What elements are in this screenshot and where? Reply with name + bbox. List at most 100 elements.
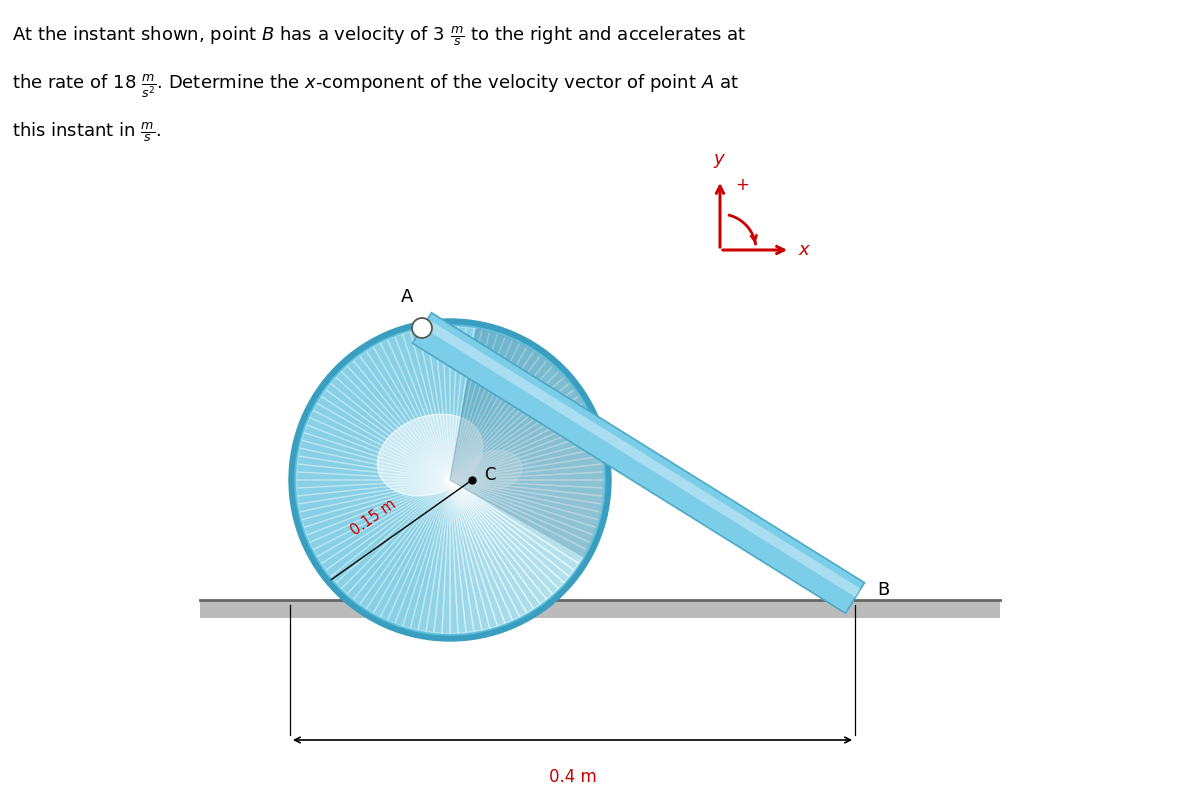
Wedge shape: [313, 480, 450, 557]
Wedge shape: [418, 329, 450, 480]
Wedge shape: [450, 480, 574, 577]
Wedge shape: [450, 480, 569, 582]
Wedge shape: [326, 383, 450, 480]
Wedge shape: [434, 480, 450, 634]
Wedge shape: [426, 327, 450, 480]
Wedge shape: [450, 480, 593, 542]
Wedge shape: [354, 480, 450, 604]
Wedge shape: [450, 343, 527, 480]
Wedge shape: [450, 397, 583, 480]
Wedge shape: [301, 480, 450, 527]
Wedge shape: [388, 480, 450, 623]
Wedge shape: [354, 356, 450, 480]
Wedge shape: [304, 425, 450, 480]
Wedge shape: [347, 361, 450, 480]
Text: C: C: [484, 466, 496, 484]
Wedge shape: [296, 480, 450, 496]
Wedge shape: [296, 480, 450, 488]
Wedge shape: [342, 366, 450, 480]
Wedge shape: [450, 440, 600, 480]
Wedge shape: [450, 326, 458, 480]
Wedge shape: [300, 480, 450, 520]
Wedge shape: [342, 480, 450, 594]
Text: the rate of 18 $\frac{m}{s^2}$. Determine the $x$-component of the velocity vect: the rate of 18 $\frac{m}{s^2}$. Determin…: [12, 72, 739, 100]
Wedge shape: [317, 397, 450, 480]
Wedge shape: [450, 480, 604, 488]
Wedge shape: [450, 334, 505, 480]
Wedge shape: [450, 472, 604, 480]
Wedge shape: [317, 480, 450, 563]
Text: At the instant shown, point $B$ has a velocity of 3 $\frac{m}{s}$ to the right a: At the instant shown, point $B$ has a ve…: [12, 24, 746, 48]
Wedge shape: [322, 480, 450, 570]
Wedge shape: [450, 480, 505, 626]
Wedge shape: [450, 332, 498, 480]
Wedge shape: [298, 456, 450, 480]
Text: 0.4 m: 0.4 m: [548, 768, 596, 786]
Wedge shape: [450, 480, 512, 623]
Wedge shape: [450, 448, 601, 480]
Wedge shape: [450, 403, 587, 480]
Wedge shape: [450, 337, 512, 480]
Wedge shape: [450, 371, 564, 480]
Wedge shape: [301, 433, 450, 480]
Wedge shape: [450, 480, 540, 609]
Wedge shape: [450, 356, 546, 480]
Text: $y$: $y$: [713, 152, 727, 170]
Wedge shape: [402, 480, 450, 628]
Wedge shape: [450, 383, 574, 480]
Wedge shape: [450, 480, 558, 594]
Wedge shape: [450, 480, 490, 630]
Wedge shape: [450, 480, 599, 527]
Wedge shape: [299, 480, 450, 512]
Wedge shape: [395, 334, 450, 480]
Wedge shape: [366, 480, 450, 613]
Circle shape: [295, 325, 605, 635]
Wedge shape: [373, 480, 450, 617]
Wedge shape: [450, 480, 604, 496]
Wedge shape: [450, 361, 553, 480]
Wedge shape: [450, 326, 466, 480]
Text: this instant in $\frac{m}{s}$.: this instant in $\frac{m}{s}$.: [12, 120, 161, 144]
Wedge shape: [331, 480, 450, 582]
Wedge shape: [388, 337, 450, 480]
Text: B: B: [877, 581, 889, 599]
Wedge shape: [296, 472, 450, 480]
Wedge shape: [450, 480, 602, 504]
Wedge shape: [450, 433, 599, 480]
Wedge shape: [450, 480, 498, 628]
Wedge shape: [310, 410, 450, 480]
Text: 0.15 m: 0.15 m: [348, 497, 398, 539]
Wedge shape: [450, 340, 520, 480]
Wedge shape: [450, 480, 578, 570]
Wedge shape: [299, 448, 450, 480]
Wedge shape: [450, 378, 569, 480]
Wedge shape: [450, 327, 474, 480]
Text: A: A: [401, 288, 413, 306]
Wedge shape: [313, 403, 450, 480]
Circle shape: [289, 319, 611, 641]
Wedge shape: [442, 480, 450, 634]
Wedge shape: [322, 390, 450, 480]
Wedge shape: [434, 326, 450, 480]
Wedge shape: [450, 329, 604, 557]
Wedge shape: [450, 480, 482, 631]
Wedge shape: [395, 480, 450, 626]
Wedge shape: [450, 330, 490, 480]
Wedge shape: [310, 480, 450, 550]
Wedge shape: [402, 332, 450, 480]
Wedge shape: [300, 440, 450, 480]
Wedge shape: [450, 329, 482, 480]
Wedge shape: [450, 456, 602, 480]
Wedge shape: [450, 418, 593, 480]
Wedge shape: [331, 378, 450, 480]
Wedge shape: [410, 330, 450, 480]
Wedge shape: [326, 480, 450, 577]
Wedge shape: [450, 366, 558, 480]
Text: $x$: $x$: [798, 241, 811, 259]
Ellipse shape: [377, 414, 482, 496]
Wedge shape: [360, 480, 450, 609]
Wedge shape: [410, 480, 450, 630]
Wedge shape: [450, 347, 534, 480]
Circle shape: [412, 318, 432, 338]
Wedge shape: [450, 425, 596, 480]
